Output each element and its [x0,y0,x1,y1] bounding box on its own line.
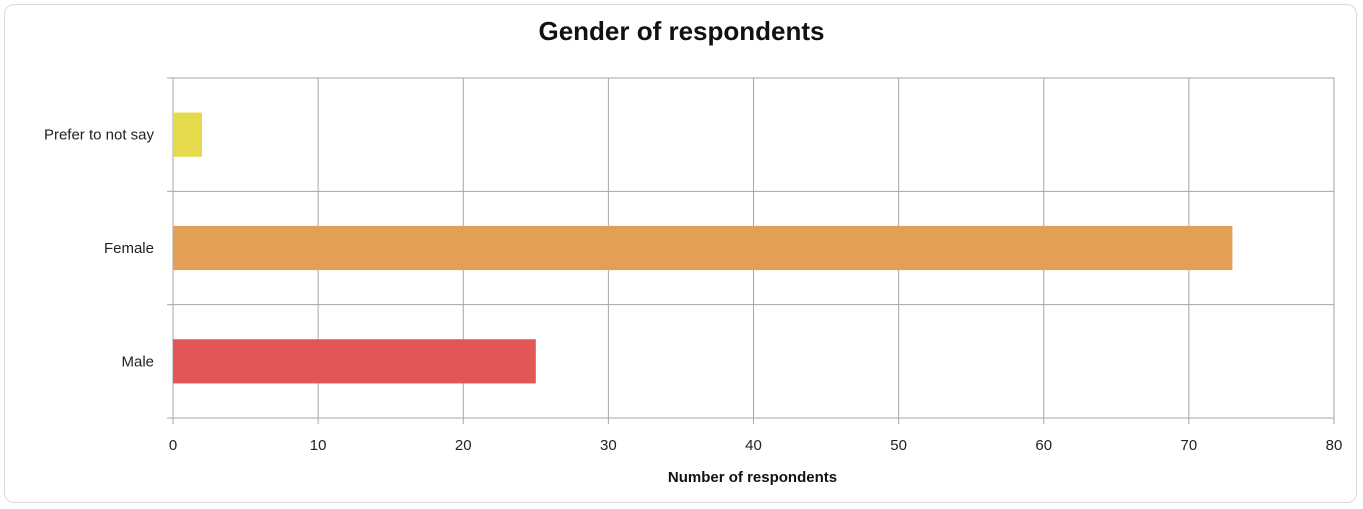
x-tick-label: 10 [310,437,327,454]
bar-male [173,339,536,384]
y-tick-label: Prefer to not say [44,127,155,144]
bar-prefer-to-not-say [173,112,203,157]
x-tick-label: 50 [890,437,907,454]
x-tick-label: 80 [1326,437,1343,454]
bar-female [173,225,1233,271]
x-tick-label: 20 [455,437,472,454]
y-tick-labels: Prefer to not say Female Male [44,127,155,371]
x-tick-label: 30 [600,437,617,454]
x-tick-label: 60 [1035,437,1052,454]
x-tick-label: 40 [745,437,762,454]
y-tick-label: Male [121,353,154,370]
x-tick-label: 70 [1181,437,1198,454]
chart-title: Gender of respondents [538,16,825,46]
bars [173,112,1233,384]
x-axis-label: Number of respondents [668,469,837,486]
y-tick-label: Female [104,240,154,257]
x-tick-label: 0 [169,437,177,454]
x-tick-labels: 0 10 20 30 40 50 60 70 80 [169,437,1343,454]
